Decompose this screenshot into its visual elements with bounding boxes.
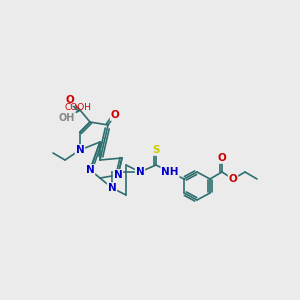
Text: O: O	[218, 153, 226, 163]
Text: N: N	[136, 167, 144, 177]
Text: S: S	[152, 145, 160, 155]
Text: N: N	[85, 165, 94, 175]
Text: N: N	[114, 170, 122, 180]
Text: OH: OH	[59, 113, 75, 123]
Text: O: O	[66, 95, 74, 105]
Text: N: N	[108, 183, 116, 193]
Text: N: N	[76, 145, 84, 155]
Text: NH: NH	[161, 167, 179, 177]
Text: O: O	[111, 110, 119, 120]
Text: O: O	[229, 174, 237, 184]
Text: COOH: COOH	[64, 103, 92, 112]
